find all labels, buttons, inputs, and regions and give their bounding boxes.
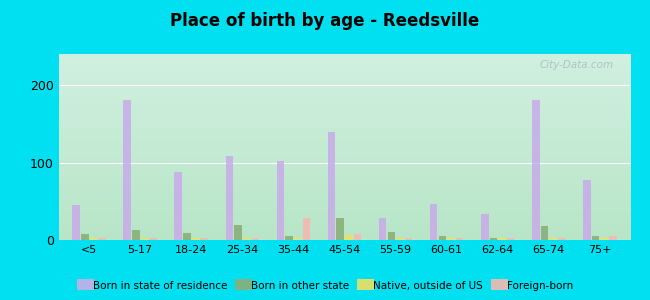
Bar — [72, 205, 80, 240]
Bar — [252, 238, 259, 240]
Bar — [98, 238, 106, 240]
Bar — [498, 238, 506, 240]
Bar — [285, 236, 293, 240]
Bar — [132, 230, 140, 240]
Bar — [303, 218, 310, 240]
Bar — [387, 232, 395, 240]
Bar — [337, 218, 344, 240]
Bar — [124, 100, 131, 240]
Bar — [234, 224, 242, 240]
Text: Place of birth by age - Reedsville: Place of birth by age - Reedsville — [170, 12, 480, 30]
Bar — [532, 100, 539, 240]
Bar — [192, 238, 200, 240]
Bar — [294, 238, 302, 240]
Bar — [507, 238, 515, 240]
Bar — [481, 214, 489, 240]
Bar — [489, 238, 497, 240]
Bar — [150, 238, 157, 240]
Bar — [140, 238, 148, 240]
Bar — [200, 238, 208, 240]
Bar — [379, 218, 386, 240]
Bar — [183, 233, 191, 240]
Bar — [396, 238, 404, 240]
Bar — [549, 238, 557, 240]
Bar — [174, 172, 182, 240]
Bar — [90, 238, 97, 240]
Bar — [583, 180, 591, 240]
Bar — [328, 131, 335, 240]
Bar — [541, 226, 549, 240]
Bar — [592, 236, 599, 240]
Bar — [345, 235, 352, 240]
Text: City-Data.com: City-Data.com — [540, 60, 614, 70]
Bar — [81, 234, 89, 240]
Bar — [430, 204, 437, 240]
Bar — [600, 238, 608, 240]
Bar — [242, 238, 250, 240]
Bar — [226, 156, 233, 240]
Bar — [447, 238, 455, 240]
Legend: Born in state of residence, Born in other state, Native, outside of US, Foreign-: Born in state of residence, Born in othe… — [73, 276, 577, 295]
Bar — [354, 234, 361, 240]
Bar — [405, 238, 413, 240]
Bar — [277, 161, 284, 240]
Bar — [439, 236, 447, 240]
Bar — [456, 238, 463, 240]
Bar — [609, 236, 617, 240]
Bar — [558, 238, 566, 240]
